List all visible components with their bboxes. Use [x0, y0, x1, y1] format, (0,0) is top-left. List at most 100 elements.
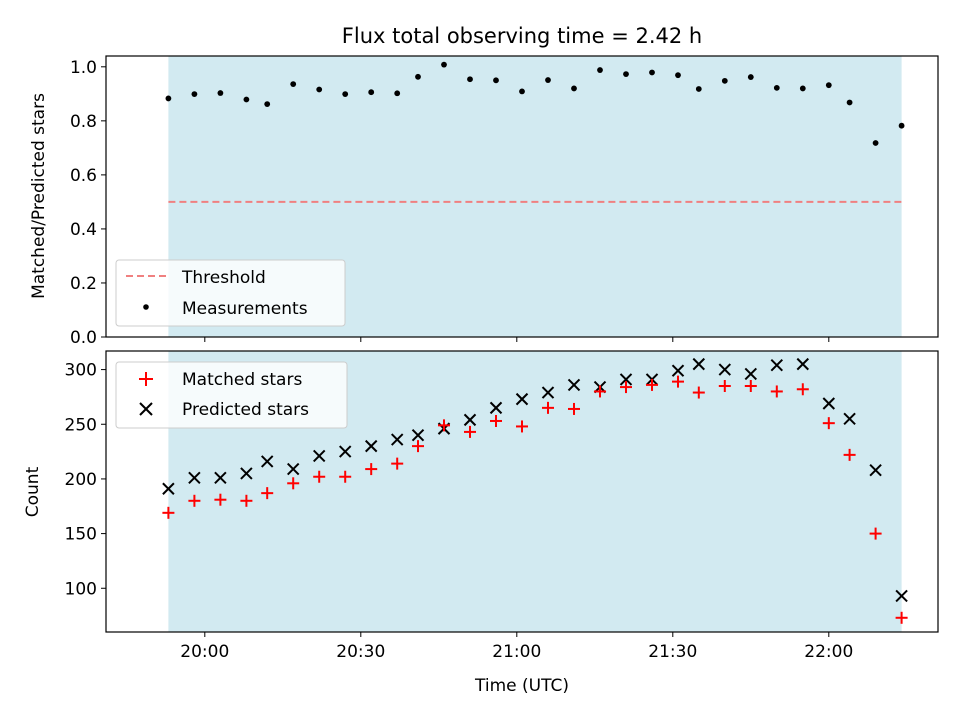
measurement-point — [721, 77, 728, 84]
legend-predicted-swatch — [139, 402, 153, 416]
ratio-y-tick-label: 0.4 — [70, 220, 97, 240]
measurement-point — [675, 72, 681, 79]
measurement-point — [394, 90, 401, 97]
count-y-tick-label: 150 — [65, 525, 97, 545]
count-x-tick-label: 21:30 — [648, 642, 697, 662]
matched-star-point — [822, 417, 835, 430]
measurement-point — [623, 71, 629, 78]
predicted-star-point — [515, 392, 529, 406]
measurement-point — [872, 140, 879, 146]
count-y-tick-label: 100 — [65, 579, 97, 599]
measurement-point — [597, 67, 603, 73]
predicted-star-point — [567, 378, 581, 392]
matched-star-point — [620, 381, 632, 394]
count-y-axis-label: Count — [23, 466, 43, 517]
predicted-star-point — [162, 482, 175, 495]
matched-star-point — [214, 493, 227, 506]
matched-star-point — [869, 527, 882, 540]
legend-threshold-label: Threshold — [181, 268, 266, 288]
matched-star-point — [261, 487, 274, 500]
predicted-star-point — [869, 463, 882, 477]
count-x-ticks: 20:00 20:30 21:00 21:30 22:00 — [180, 632, 853, 662]
measurement-point — [695, 86, 702, 92]
matched-star-point — [287, 477, 300, 490]
predicted-star-point — [364, 439, 378, 453]
predicted-star-point — [843, 412, 856, 425]
ratio-legend: Threshold Measurements — [115, 259, 346, 327]
predicted-star-point — [338, 445, 352, 458]
measurement-point — [467, 76, 473, 83]
measurement-points — [165, 61, 905, 146]
matched-star-point — [568, 402, 580, 415]
matched-star-point — [464, 425, 476, 438]
measurement-point — [846, 99, 853, 106]
matched-star-point — [490, 414, 502, 427]
predicted-star-point — [541, 386, 555, 399]
predicted-star-point — [463, 413, 477, 427]
measurement-point — [571, 85, 577, 92]
count-panel: 100 150 200 250 300 20:00 20:30 21:00 21:30 22:0… — [23, 350, 939, 696]
predicted-star-point — [188, 471, 201, 485]
predicted-star-point — [312, 449, 326, 463]
measurement-point — [441, 61, 447, 68]
measurement-point — [316, 86, 323, 93]
predicted-star-point — [671, 364, 685, 377]
measurement-point — [898, 122, 905, 129]
matched-star-point — [718, 379, 731, 392]
predicted-star-point — [286, 462, 300, 476]
predicted-star-point — [718, 363, 732, 376]
matched-star-point — [339, 470, 352, 483]
ratio-x-ticks — [204, 337, 830, 342]
measurement-point — [649, 69, 655, 76]
count-x-tick-label: 20:30 — [336, 642, 385, 662]
legend-measurements-label: Measurements — [182, 299, 308, 319]
ratio-y-tick-label: 0.6 — [70, 166, 97, 186]
ratio-y-tick-label: 0.0 — [70, 328, 97, 348]
predicted-star-point — [822, 397, 836, 410]
predicted-star-point — [411, 428, 425, 442]
matched-star-point — [188, 494, 201, 507]
matched-star-point — [162, 506, 175, 519]
matched-star-point — [313, 470, 326, 483]
ratio-panel: 0.0 0.2 0.4 0.6 0.8 1.0 Matched/Predicted sta… — [29, 55, 939, 348]
ratio-y-axis-label: Matched/Predicted stars — [29, 93, 49, 299]
count-axes-frame — [105, 350, 939, 633]
measurement-point — [264, 101, 271, 107]
matched-star-point — [895, 611, 908, 624]
measurement-point — [342, 91, 349, 97]
legend-measurements-swatch — [143, 304, 149, 310]
count-legend: Matched stars Predicted stars — [115, 361, 348, 429]
measurement-point — [290, 81, 297, 87]
count-y-tick-label: 250 — [65, 415, 97, 435]
count-x-tick-label: 20:00 — [180, 642, 229, 662]
matched-star-point — [240, 494, 253, 507]
measurement-point — [415, 73, 421, 80]
ratio-y-tick-label: 0.2 — [70, 274, 97, 294]
measurement-point — [191, 91, 198, 97]
matched-star-point — [672, 375, 684, 388]
matched-star-point — [391, 457, 404, 470]
legend-matched-swatch — [139, 372, 153, 386]
measurement-point — [773, 84, 780, 91]
matched-star-point — [594, 385, 606, 398]
matched-star-point — [692, 386, 705, 399]
ratio-y-tick-label: 1.0 — [70, 58, 97, 78]
count-y-ticks: 100 150 200 250 300 — [65, 361, 106, 599]
predicted-star-point — [744, 367, 758, 381]
chart-title: Flux total observing time = 2.42 h — [342, 24, 702, 48]
predicted-star-point — [692, 357, 706, 371]
matched-star-point — [542, 401, 554, 414]
measurement-point — [825, 82, 832, 89]
matched-star-point — [744, 379, 757, 392]
measurement-point — [217, 90, 224, 96]
measurement-point — [243, 96, 250, 103]
matched-star-point — [646, 378, 658, 391]
ratio-y-tick-label: 0.8 — [70, 112, 97, 132]
matched-star-point — [438, 419, 450, 432]
measurement-point — [545, 77, 551, 83]
legend-predicted-label: Predicted stars — [182, 400, 309, 420]
count-points — [162, 357, 908, 624]
measurement-point — [493, 77, 499, 84]
matched-star-point — [770, 385, 783, 398]
